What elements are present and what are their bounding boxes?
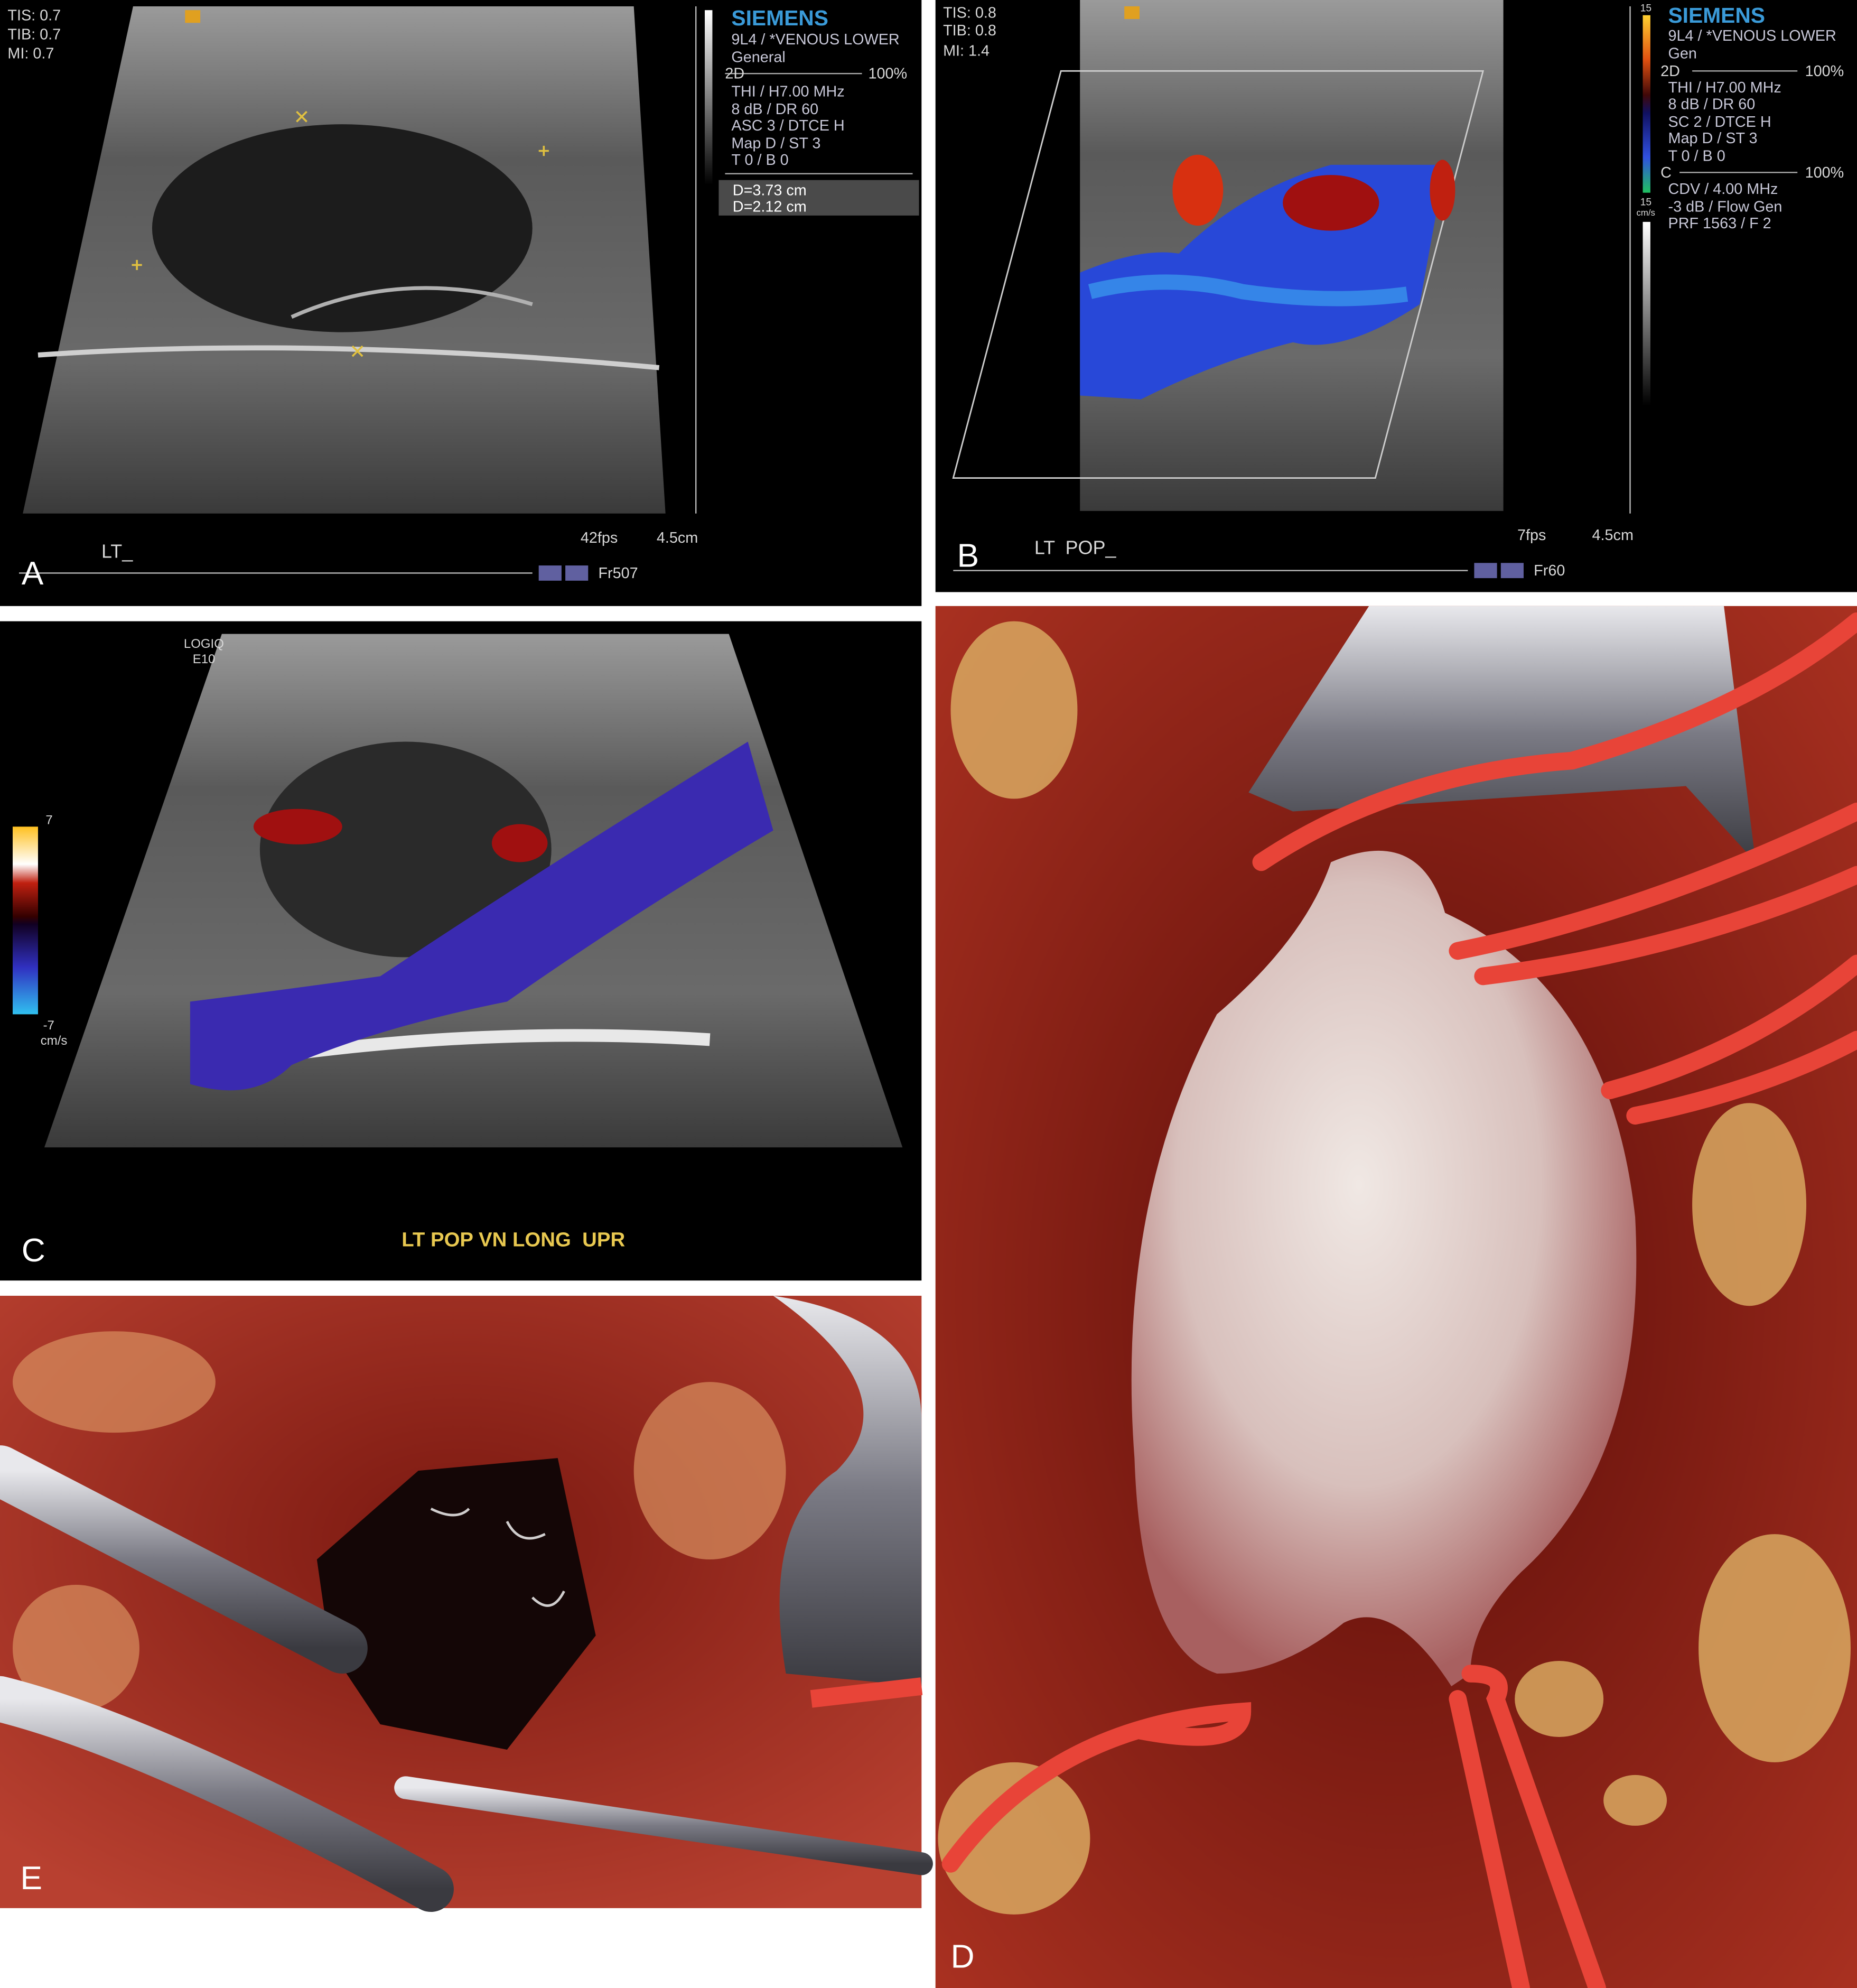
overlay-text: Map D / ST 3 [1668,130,1758,147]
thrombus [316,1458,596,1750]
overlay-text: 7fps [1517,527,1546,544]
panel-label: E [20,1860,42,1897]
overlay-text: Map D / ST 3 [731,135,820,152]
gray-bar [705,10,713,185]
panel-e: E [0,1296,933,1912]
overlay-text: 9L4 / *VENOUS LOWER [1668,27,1836,44]
overlay-text: 4.5cm [657,529,698,546]
echo-line [303,1029,711,1059]
scale-label: 7 [45,813,52,828]
brand: SIEMENS [731,6,828,30]
overlay-text: TIB: 0.8 [943,22,996,39]
retractor [773,1296,922,1686]
overlay-text: TIB: 0.7 [7,26,61,43]
brand: SIEMENS [1668,3,1766,27]
overlay-text: 42fps [581,529,618,546]
scale-label: -7 [43,1018,54,1033]
overlay-text: 4.5cm [1592,527,1634,544]
flow-red [1283,175,1379,231]
echo-line [291,286,533,319]
overlay-text: LT_ [101,541,133,562]
scale-unit: cm/s [1637,208,1655,218]
overlay-text: -3 dB / Flow Gen [1668,199,1783,216]
overlay-text: Gen [1668,45,1697,62]
scale-label: 15 [1640,3,1651,14]
overlay-text: Fr60 [1534,562,1565,579]
vessel-loop [810,1677,923,1708]
system-label: LOGIQ [184,637,224,651]
panel-b: TIS: 0.8 TIB: 0.8 MI: 1.4 SIEMENS 9L4 / … [935,0,1857,592]
overlay-text: LT POP_ [1034,536,1117,558]
highlights [430,1507,565,1607]
overlay-text: T 0 / B 0 [731,152,788,169]
overlay-text: General [731,49,785,66]
panel-label: D [950,1939,974,1975]
overlay-text: CDV / 4.00 MHz [1668,181,1778,198]
fat [12,1331,786,1712]
overlay-text: 2D [725,66,744,82]
overlay-text: T 0 / B 0 [1668,148,1725,165]
color-bar [1643,15,1650,193]
panel-c: LOGIQ E10 7 -7 cm/s LT POP VN LONG UPR C [0,621,922,1281]
caption: LT POP VN LONG UPR [402,1228,625,1251]
panel-label: C [22,1232,45,1269]
overlay-text: PRF 1563 / F 2 [1668,215,1771,232]
panel-a: TIS: 0.7 TIB: 0.7 MI: 0.7 SIEMENS 9L4 / … [0,0,922,606]
icon [1474,563,1497,579]
panel-d: D [935,606,1857,1988]
overlay-text: 100% [1805,164,1844,181]
gray-bar [1643,221,1650,406]
color-bar [12,826,38,1015]
icon [565,565,589,581]
forceps [0,1445,933,1912]
scale-unit: cm/s [41,1034,68,1048]
panel-label: B [957,537,979,574]
overlay-text: 8 dB / DR 60 [731,101,818,118]
flow-cyan [1088,274,1408,306]
flow-red [1172,154,1224,226]
overlay-text: ASC 3 / DTCE H [731,117,844,134]
overlay-text: SC 2 / DTCE H [1668,114,1771,131]
overlay-text: 100% [1805,63,1844,80]
overlay-text: 9L4 / *VENOUS LOWER [731,31,899,48]
overlay-text: 2D [1660,63,1680,80]
overlay-text: C [1660,164,1672,181]
overlay-text: TIS: 0.7 [7,7,61,24]
fat [938,621,1851,1915]
flow-red [491,824,548,862]
orientation-marker [1124,6,1140,19]
calipers [132,110,549,357]
overlay-text: MI: 1.4 [943,43,990,60]
scale-label: 15 [1640,197,1651,208]
icon [1500,563,1524,579]
system-label: E10 [193,652,216,666]
overlay-text: TIS: 0.8 [943,5,996,22]
overlay-text: 8 dB / DR 60 [1668,96,1756,113]
panel-label: A [22,555,44,592]
overlay-text: 100% [869,66,908,82]
echo-line [38,345,660,370]
flow-red [253,809,342,844]
vessel-loops [941,612,1857,1988]
color-box [952,70,1485,479]
measurement: D=2.12 cm [733,199,807,216]
overlay-text: MI: 0.7 [7,45,54,62]
orientation-marker [185,10,201,23]
flow-red [1430,160,1455,221]
icon [538,565,562,581]
flow-blue [190,741,773,1091]
overlay-text: Fr507 [598,565,638,582]
aneurysm [1131,850,1637,1686]
mass [259,741,552,958]
cyst [152,124,533,332]
overlay-text: THI / H7.00 MHz [731,83,844,100]
measurement: D=3.73 cm [733,182,807,199]
overlay-text: THI / H7.00 MHz [1668,79,1781,96]
measurement-box [718,180,919,216]
